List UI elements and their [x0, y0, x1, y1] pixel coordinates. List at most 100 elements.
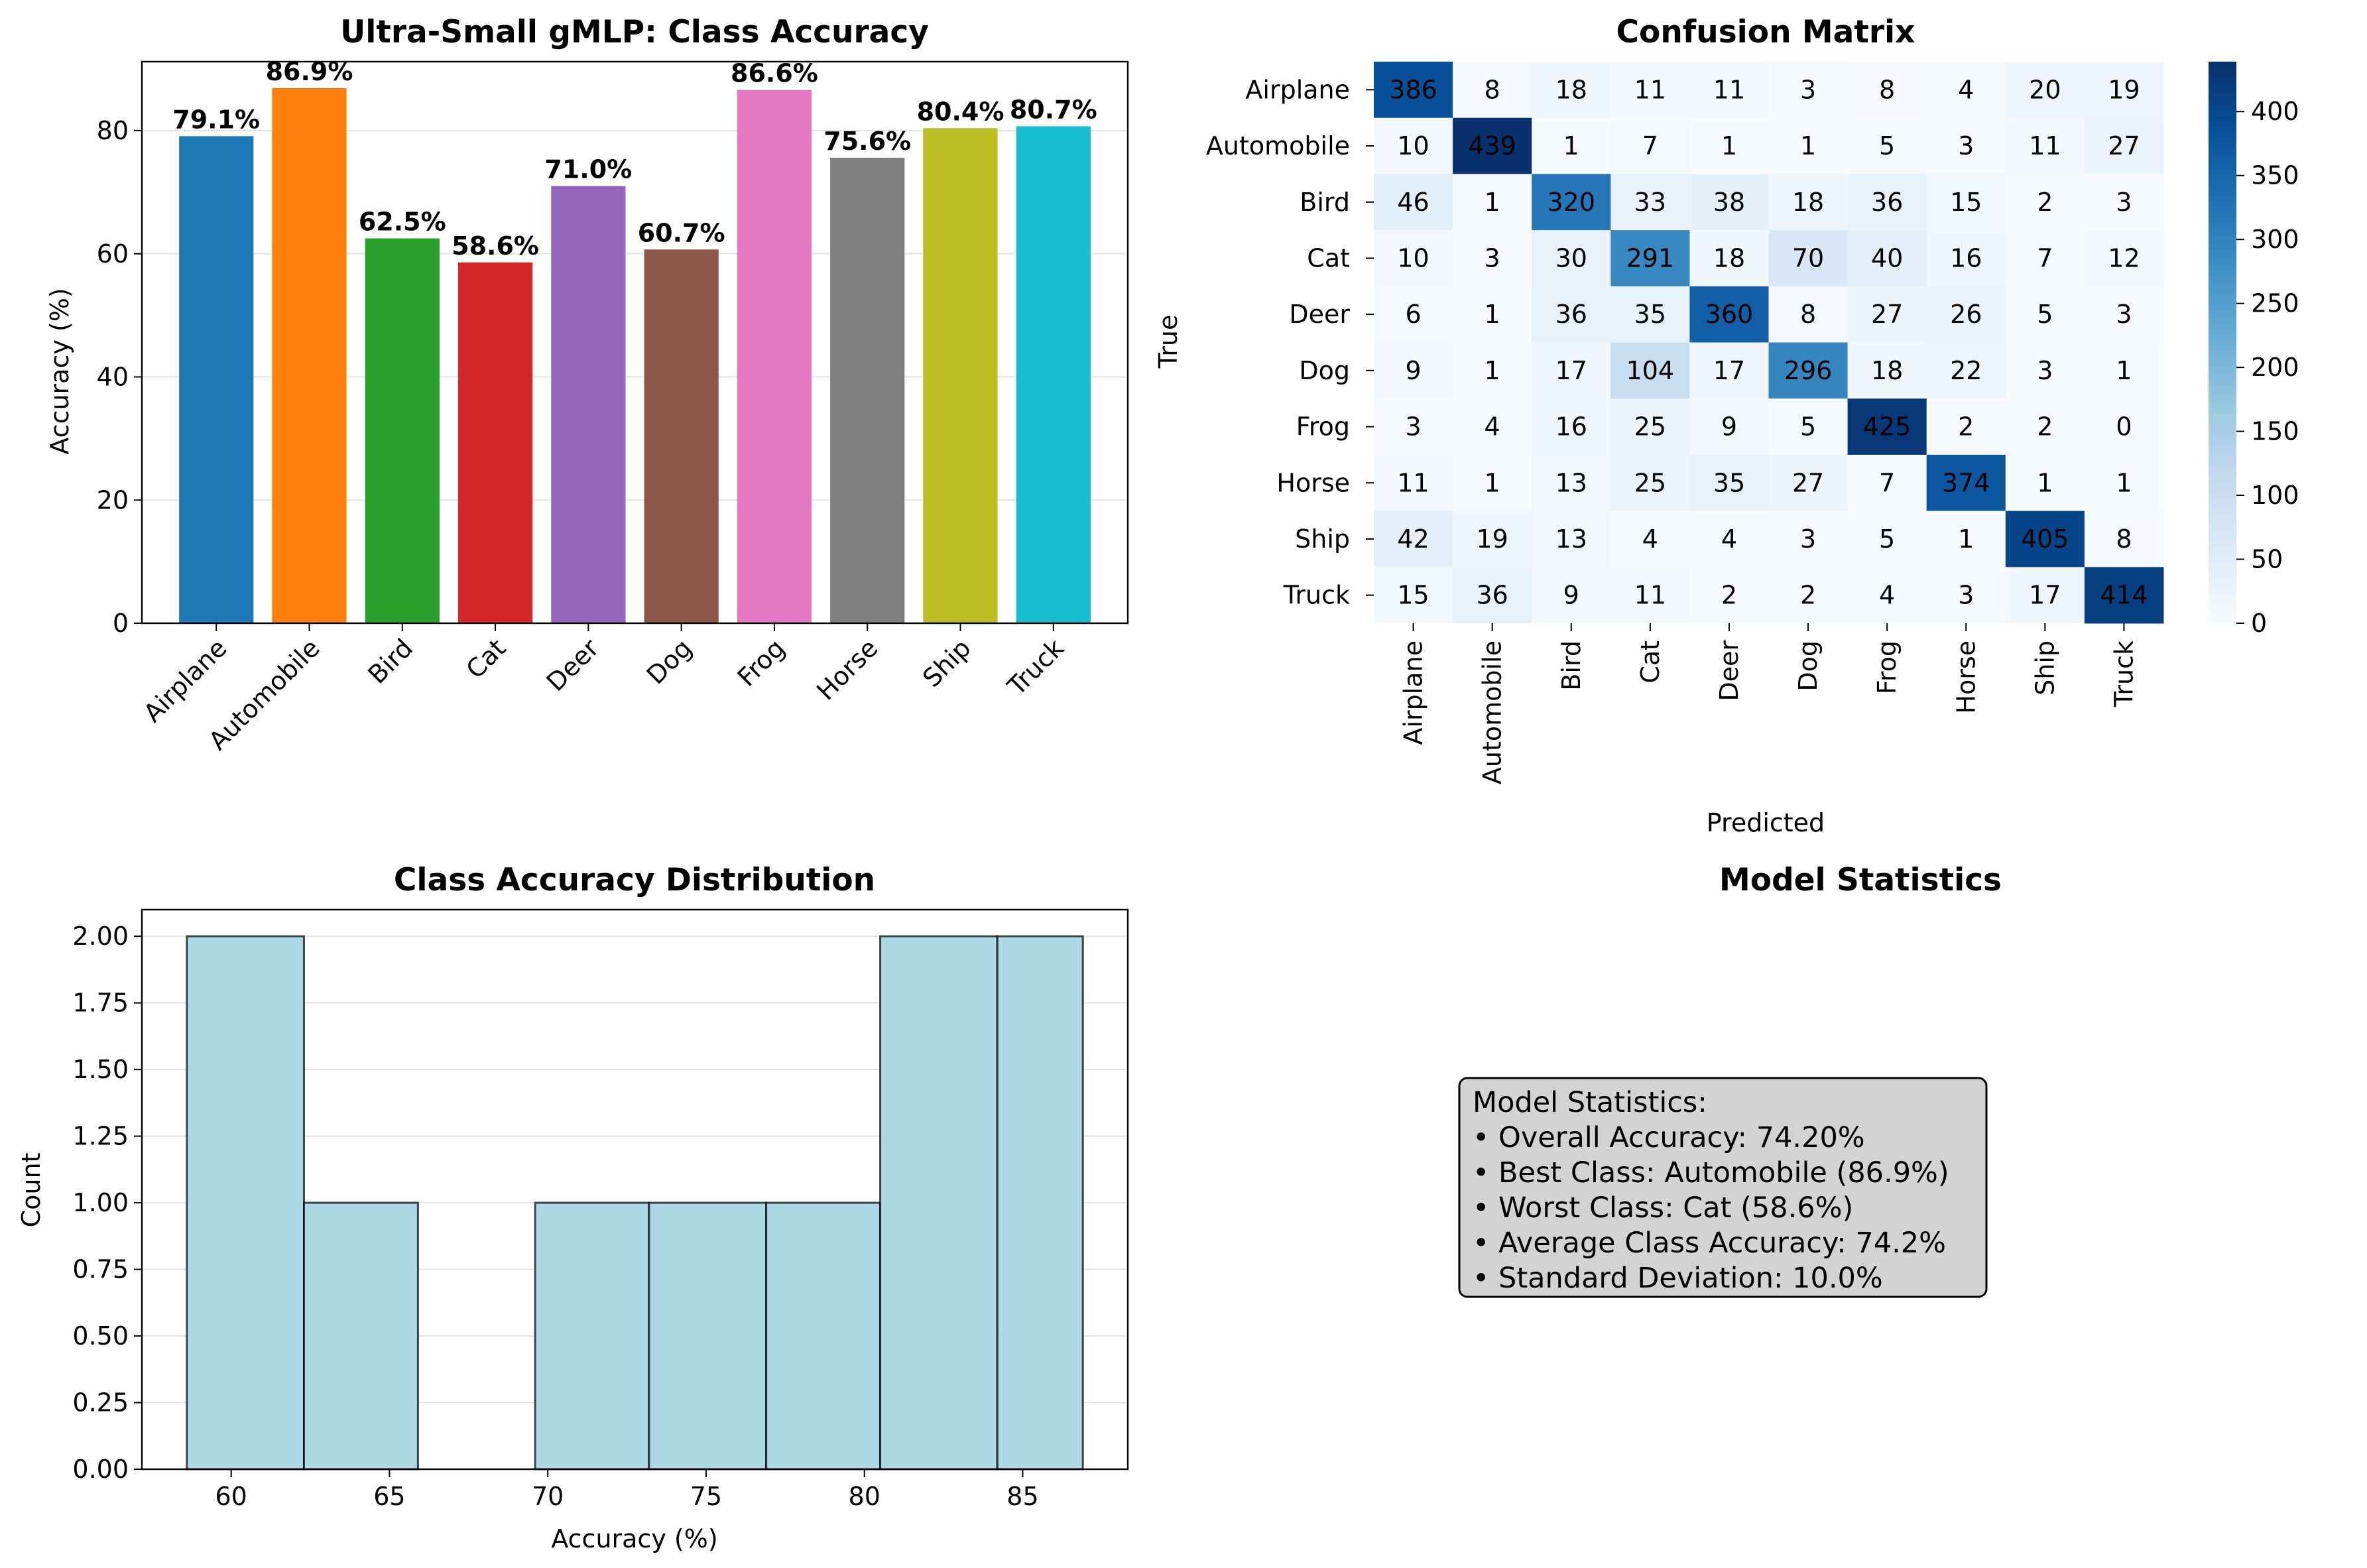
cm-cell-value: 360 — [1705, 300, 1754, 329]
cm-cell-value: 42 — [1397, 524, 1429, 554]
cm-cell-value: 1 — [2116, 468, 2132, 497]
cm-cell — [1374, 454, 1453, 512]
cm-cell-value: 9 — [1405, 356, 1421, 385]
bar-truck — [1016, 126, 1091, 623]
cm-cell-value: 320 — [1547, 188, 1595, 217]
cm-cell-value: 15 — [1950, 188, 1982, 217]
colorbar-tick-label: 400 — [2251, 97, 2299, 126]
cm-cell — [1768, 286, 1849, 343]
histogram-y-label: Count — [17, 1153, 46, 1228]
cm-cell-value: 6 — [1405, 300, 1421, 329]
bar-value-label: 71.0% — [544, 155, 632, 184]
bar-chart-y-label: Accuracy (%) — [45, 288, 74, 454]
bar-x-tick-label: Cat — [461, 633, 512, 684]
cm-cell — [1768, 398, 1849, 455]
cm-cell — [1926, 342, 2006, 399]
cm-cell-value: 35 — [1713, 468, 1745, 497]
cm-cell-value: 3 — [1958, 581, 1974, 610]
cm-cell — [1374, 117, 1453, 174]
cm-cell-value: 11 — [1713, 75, 1745, 104]
confusion-matrix-title: Confusion Matrix — [1616, 14, 1915, 50]
cm-cell-value: 70 — [1792, 243, 1824, 272]
cm-cell — [1689, 117, 1769, 174]
colorbar-tick-label: 200 — [2251, 353, 2299, 382]
cm-cell-value: 1 — [1563, 131, 1579, 160]
cm-cell — [1453, 567, 1532, 624]
cm-cell — [1532, 342, 1611, 399]
cm-cell-value: 18 — [1871, 356, 1903, 385]
cm-cell-value: 36 — [1871, 188, 1903, 217]
stats-line: Model Statistics: — [1473, 1086, 1707, 1119]
cm-cell — [1768, 511, 1849, 568]
hist-y-tick-label: 0.75 — [72, 1255, 129, 1284]
hist-x-tick-label: 70 — [532, 1482, 564, 1511]
bar-x-tick-label: Dog — [641, 633, 698, 690]
cm-cell — [1926, 286, 2006, 343]
accuracy-distribution-histogram: Class Accuracy Distribution Accuracy (%)… — [17, 862, 1129, 1553]
cm-cell-value: 18 — [1713, 243, 1745, 272]
bar-bird — [365, 238, 440, 624]
cm-cell — [1926, 567, 2006, 624]
cm-cell-value: 7 — [2037, 243, 2053, 272]
cm-cell-value: 4 — [1642, 524, 1658, 554]
colorbar-tick-label: 300 — [2251, 225, 2299, 254]
bar-chart-frame — [141, 60, 1129, 625]
cm-cell — [2084, 174, 2164, 231]
cm-cell-value: 27 — [1871, 300, 1903, 329]
bar-y-tick-label: 60 — [97, 239, 129, 269]
cm-cell-value: 405 — [2021, 524, 2069, 554]
cm-cell — [1847, 398, 1927, 455]
cm-cell — [2084, 454, 2164, 512]
cm-row-label: Airplane — [1245, 75, 1350, 104]
cm-cell-value: 3 — [1405, 412, 1421, 442]
cm-cell — [2005, 511, 2085, 568]
cm-cell-value: 35 — [1634, 300, 1666, 329]
cm-cell-value: 13 — [1555, 468, 1587, 497]
hist-y-tick-label: 1.25 — [72, 1122, 129, 1151]
hist-x-tick-label: 65 — [373, 1482, 405, 1511]
cm-cell-value: 19 — [2108, 75, 2140, 104]
cm-cell-value: 36 — [1555, 300, 1587, 329]
cm-cell — [1689, 174, 1769, 231]
cm-cell-value: 8 — [1879, 75, 1895, 104]
cm-cell-value: 19 — [1476, 524, 1508, 554]
bar-y-tick-label: 80 — [97, 116, 129, 145]
cm-cell-value: 1 — [1485, 356, 1500, 385]
cm-cell — [1689, 342, 1769, 399]
cm-cell — [1847, 286, 1927, 343]
cm-cell-value: 11 — [2029, 131, 2061, 160]
cm-cell-value: 38 — [1713, 188, 1745, 217]
cm-cell-value: 27 — [2108, 131, 2140, 160]
cm-cell — [1374, 174, 1453, 231]
bar-x-tick-label: Ship — [917, 633, 977, 693]
bar-value-label: 75.6% — [823, 127, 911, 156]
hist-y-tick-label: 1.00 — [72, 1188, 129, 1217]
cm-cell-value: 4 — [1879, 581, 1895, 610]
cm-cell — [1532, 286, 1611, 343]
hist-y-tick-label: 0.25 — [72, 1388, 129, 1417]
hist-bar — [302, 1201, 419, 1471]
cm-cell — [1926, 230, 2006, 287]
cm-cell — [2084, 511, 2164, 568]
cm-cell — [1532, 398, 1611, 455]
cm-cell-value: 5 — [2037, 300, 2053, 329]
colorbar-tick-label: 150 — [2251, 417, 2299, 446]
cm-cell — [1532, 511, 1611, 568]
cm-cell-value: 36 — [1476, 581, 1508, 610]
cm-cell — [2005, 117, 2085, 174]
cm-cell — [1374, 398, 1453, 455]
cm-cell — [1768, 174, 1849, 231]
cm-cell — [1453, 511, 1532, 568]
cm-cell-value: 20 — [2029, 75, 2061, 104]
cm-cell-value: 13 — [1555, 524, 1587, 554]
hist-bar — [879, 935, 999, 1471]
cm-cell-value: 17 — [1555, 356, 1587, 385]
hist-bar — [765, 1201, 882, 1471]
cm-cell — [1374, 511, 1453, 568]
cm-cell — [2005, 174, 2085, 231]
bar-y-tick-label: 0 — [113, 609, 129, 638]
cm-cell — [1926, 62, 2006, 119]
cm-cell — [1768, 230, 1849, 287]
cm-row-label: Deer — [1289, 300, 1350, 329]
cm-cell-value: 3 — [2037, 356, 2053, 385]
